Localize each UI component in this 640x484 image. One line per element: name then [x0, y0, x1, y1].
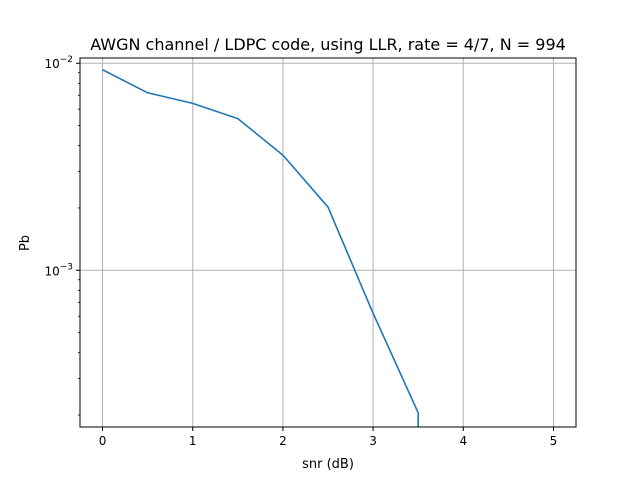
x-tick-label: 3 — [369, 434, 377, 448]
x-tick-label: 0 — [99, 434, 107, 448]
y-axis-label: Pb — [18, 235, 33, 251]
plot-lines — [102, 69, 419, 427]
y-tick-label-exponent: −3 — [60, 262, 73, 272]
y-tick-label: 10−2 — [44, 55, 73, 71]
x-axis-label: snr (dB) — [302, 457, 354, 472]
axis-ticks: 0 1 2 3 4 510−210−3 — [44, 55, 557, 448]
y-tick-label-exponent: −2 — [60, 55, 73, 65]
x-tick-label: 1 — [189, 434, 197, 448]
axes-frame — [79, 57, 577, 428]
x-tick-label: 4 — [459, 434, 467, 448]
y-tick-label: 10−3 — [44, 262, 73, 278]
y-tick-label-base: 10 — [44, 264, 59, 278]
x-tick-label: 2 — [279, 434, 287, 448]
series-line-0 — [102, 69, 419, 427]
grid-lines — [80, 58, 576, 427]
y-tick-label-base: 10 — [44, 57, 59, 71]
x-tick-label: 5 — [550, 434, 558, 448]
chart-title: AWGN channel / LDPC code, using LLR, rat… — [90, 35, 566, 54]
